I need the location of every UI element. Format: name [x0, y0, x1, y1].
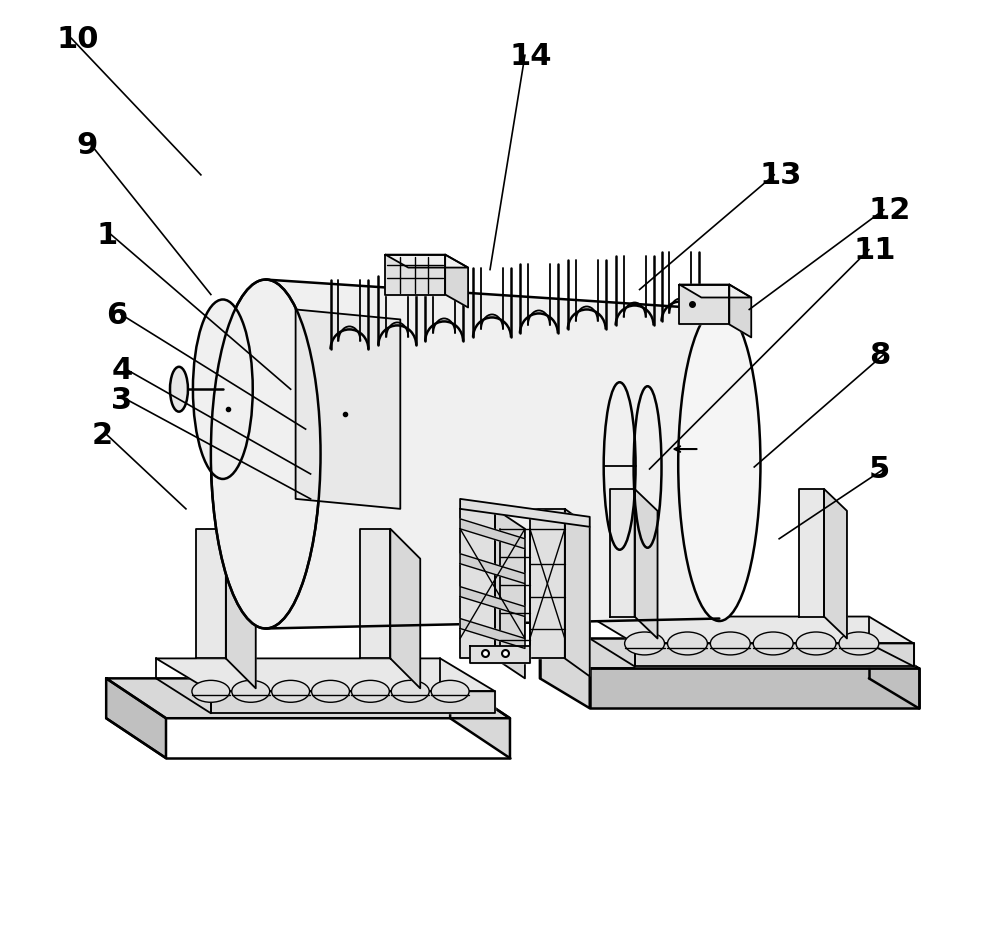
Text: 2: 2 [91, 420, 112, 449]
Ellipse shape [678, 308, 760, 622]
Polygon shape [385, 255, 468, 268]
Polygon shape [211, 691, 495, 714]
Text: 10: 10 [56, 25, 99, 54]
Ellipse shape [232, 680, 270, 702]
Polygon shape [460, 509, 495, 659]
Polygon shape [565, 509, 590, 677]
Polygon shape [390, 529, 420, 689]
Ellipse shape [710, 632, 750, 655]
Polygon shape [196, 529, 226, 659]
Ellipse shape [796, 632, 836, 655]
Polygon shape [799, 489, 824, 617]
Polygon shape [460, 587, 525, 617]
Text: 13: 13 [759, 161, 802, 190]
Ellipse shape [193, 300, 253, 480]
Polygon shape [106, 678, 166, 758]
Polygon shape [460, 554, 525, 584]
Ellipse shape [312, 680, 349, 702]
Polygon shape [679, 285, 729, 325]
Polygon shape [540, 638, 919, 669]
Polygon shape [635, 644, 914, 666]
Ellipse shape [211, 280, 321, 629]
Text: 14: 14 [510, 42, 552, 71]
Polygon shape [540, 638, 590, 708]
Polygon shape [106, 678, 510, 718]
Ellipse shape [391, 680, 429, 702]
Text: 1: 1 [96, 221, 117, 250]
Polygon shape [635, 489, 658, 638]
Polygon shape [385, 255, 445, 295]
Polygon shape [470, 647, 530, 664]
Polygon shape [266, 280, 719, 629]
Text: 9: 9 [76, 132, 98, 161]
Ellipse shape [170, 367, 188, 412]
Ellipse shape [192, 680, 230, 702]
Text: 8: 8 [869, 341, 890, 369]
Polygon shape [679, 285, 751, 298]
Text: 3: 3 [111, 385, 132, 414]
Polygon shape [156, 659, 495, 691]
Ellipse shape [839, 632, 879, 655]
Polygon shape [495, 509, 525, 678]
Ellipse shape [351, 680, 389, 702]
Polygon shape [460, 619, 525, 649]
Polygon shape [824, 489, 847, 638]
Polygon shape [610, 489, 635, 617]
Polygon shape [460, 499, 590, 527]
Polygon shape [590, 669, 919, 708]
Polygon shape [729, 285, 751, 338]
Polygon shape [226, 529, 256, 689]
Polygon shape [590, 617, 914, 644]
Polygon shape [450, 678, 510, 758]
Polygon shape [530, 509, 565, 659]
Polygon shape [445, 255, 468, 308]
Polygon shape [296, 310, 400, 509]
Text: 12: 12 [869, 196, 911, 225]
Ellipse shape [431, 680, 469, 702]
Ellipse shape [667, 632, 707, 655]
Text: 6: 6 [106, 301, 127, 329]
Polygon shape [360, 529, 390, 659]
Polygon shape [460, 520, 525, 549]
Text: 11: 11 [854, 236, 896, 264]
Text: 4: 4 [111, 355, 132, 384]
Ellipse shape [272, 680, 310, 702]
Ellipse shape [753, 632, 793, 655]
Ellipse shape [625, 632, 665, 655]
Text: 5: 5 [869, 455, 890, 484]
